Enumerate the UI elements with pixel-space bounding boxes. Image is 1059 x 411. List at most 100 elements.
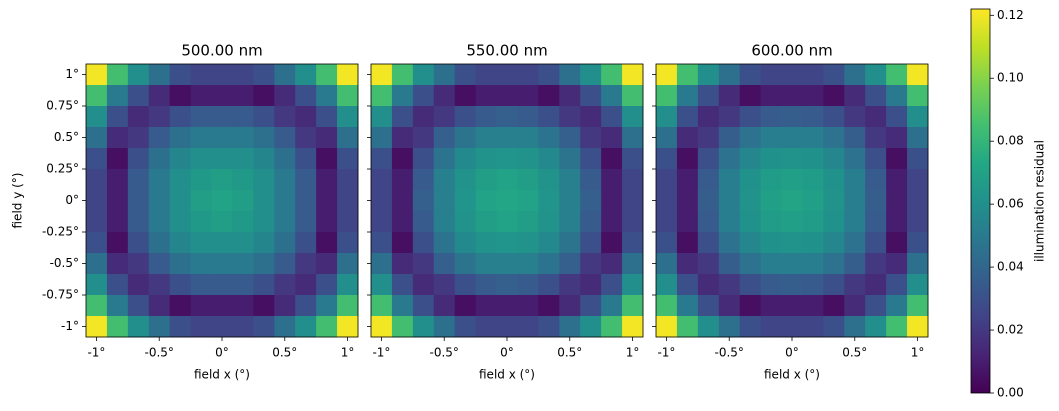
heatmap-cell	[865, 64, 887, 86]
heatmap-cell	[865, 85, 887, 107]
heatmap-cell	[559, 232, 581, 254]
heatmap-cell	[907, 253, 929, 275]
heatmap-cell	[538, 211, 560, 233]
heatmap-cell	[454, 316, 477, 338]
heatmap-cell	[622, 232, 644, 254]
heatmap-cell	[253, 316, 275, 338]
heatmap-cell	[496, 148, 518, 170]
heatmap-cell	[454, 85, 477, 107]
heatmap-cell	[190, 148, 212, 170]
heatmap-cell	[106, 232, 129, 254]
heatmap-cell	[106, 148, 129, 170]
heatmap-cell	[295, 253, 317, 275]
heatmap-cell	[475, 190, 497, 212]
heatmap-cell	[823, 64, 845, 86]
heatmap-cell	[316, 127, 338, 149]
heatmap-cell	[433, 253, 456, 275]
heatmap-cell	[412, 232, 435, 254]
heatmap-cell	[316, 253, 338, 275]
heatmap-cell	[106, 64, 129, 86]
heatmap-cell	[190, 169, 212, 191]
heatmap-cell	[475, 64, 497, 86]
heatmap-cell	[412, 106, 435, 128]
heatmap-cell	[316, 232, 338, 254]
heatmap-cell	[148, 253, 171, 275]
heatmap-cell	[127, 148, 150, 170]
heatmap-cell	[412, 274, 435, 296]
heatmap-cell	[391, 253, 414, 275]
heatmap-cell	[253, 169, 275, 191]
heatmap-cell	[601, 106, 623, 128]
heatmap-cell	[337, 64, 359, 86]
heatmap-cell	[718, 64, 741, 86]
heatmap-cell	[781, 169, 803, 191]
heatmap-cell	[886, 106, 908, 128]
heatmap-cell	[718, 316, 741, 338]
heatmap-cell	[886, 253, 908, 275]
heatmap-cell	[907, 127, 929, 149]
heatmap-cell	[601, 85, 623, 107]
heatmap-cell	[601, 64, 623, 86]
heatmap-cell	[538, 64, 560, 86]
heatmap-cell	[127, 295, 150, 317]
heatmap-cell	[127, 274, 150, 296]
heatmap-cell	[496, 274, 518, 296]
heatmap-cell	[656, 253, 678, 275]
heatmap-cell	[454, 106, 477, 128]
heatmap-cell	[127, 211, 150, 233]
heatmap-cell	[601, 232, 623, 254]
heatmap-cell	[802, 232, 824, 254]
heatmap-cell	[580, 253, 602, 275]
heatmap-cell	[211, 190, 233, 212]
heatmap-cell	[823, 127, 845, 149]
heatmap-cell	[907, 85, 929, 107]
heatmap-cell	[169, 169, 192, 191]
heatmap-cell	[127, 64, 150, 86]
heatmap-cell	[601, 127, 623, 149]
heatmap-cell	[538, 253, 560, 275]
heatmap-cell	[844, 274, 866, 296]
heatmap-cell	[656, 190, 678, 212]
heatmap-cell	[844, 127, 866, 149]
heatmap-cell	[697, 106, 720, 128]
heatmap-cell	[517, 127, 539, 149]
heatmap-cell	[622, 253, 644, 275]
colorbar-tick-label: 0.02	[997, 323, 1024, 337]
heatmap-cell	[148, 274, 171, 296]
heatmap-cell	[886, 190, 908, 212]
heatmap-cell	[475, 274, 497, 296]
heatmap-cell	[391, 169, 414, 191]
heatmap-cell	[433, 127, 456, 149]
heatmap-cell	[844, 295, 866, 317]
heatmap-cell	[475, 169, 497, 191]
heatmap-cell	[211, 106, 233, 128]
heatmap-cell	[211, 211, 233, 233]
heatmap-cell	[760, 211, 782, 233]
heatmap-cell	[371, 190, 393, 212]
heatmap-cell	[760, 127, 782, 149]
heatmap-cell	[580, 316, 602, 338]
heatmap-cell	[496, 232, 518, 254]
heatmap-cell	[844, 316, 866, 338]
heatmap-cell	[454, 127, 477, 149]
heatmap-cell	[907, 169, 929, 191]
heatmap-cell	[559, 148, 581, 170]
heatmap-cell	[601, 211, 623, 233]
heatmap-cell	[580, 211, 602, 233]
heatmap-cell	[274, 211, 296, 233]
colorbar-tick-label: 0.10	[997, 71, 1024, 85]
heatmap-cell	[454, 190, 477, 212]
heatmap-cell	[232, 190, 254, 212]
heatmap-cell	[802, 211, 824, 233]
heatmap-cell	[865, 253, 887, 275]
heatmap-cell	[697, 85, 720, 107]
x-tick-label: 0.5°	[842, 346, 867, 360]
heatmap-cell	[232, 64, 254, 86]
heatmap-cell	[739, 232, 762, 254]
heatmap-cell	[656, 211, 678, 233]
heatmap-cell	[412, 169, 435, 191]
heatmap-cell	[253, 148, 275, 170]
heatmap-cell	[580, 85, 602, 107]
heatmap-cell	[316, 274, 338, 296]
heatmap-cell	[190, 106, 212, 128]
